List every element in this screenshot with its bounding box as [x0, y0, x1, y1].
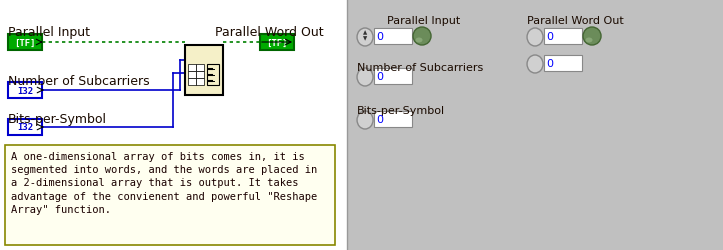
Text: Bits-per-Symbol: Bits-per-Symbol — [8, 112, 107, 126]
Ellipse shape — [527, 56, 543, 74]
Text: A one-dimensional array of bits comes in, it is
segmented into words, and the wo: A one-dimensional array of bits comes in… — [11, 152, 317, 214]
Bar — [188, 72, 196, 79]
Text: Number of Subcarriers: Number of Subcarriers — [357, 63, 483, 73]
Text: 0: 0 — [546, 59, 553, 69]
Ellipse shape — [357, 29, 373, 47]
Ellipse shape — [357, 69, 373, 87]
Bar — [544, 29, 582, 45]
Ellipse shape — [586, 38, 593, 43]
Text: Parallel Input: Parallel Input — [387, 16, 461, 26]
Bar — [347, 0, 723, 250]
Bar — [196, 72, 204, 79]
Bar — [8, 35, 42, 51]
Bar — [374, 112, 412, 128]
Bar — [188, 65, 196, 72]
Bar — [374, 29, 412, 45]
Bar — [185, 46, 223, 96]
Text: 0: 0 — [376, 32, 383, 42]
Ellipse shape — [416, 38, 422, 43]
Ellipse shape — [527, 29, 543, 47]
Text: Parallel Word Out: Parallel Word Out — [215, 26, 324, 39]
Bar — [196, 79, 204, 86]
Bar — [188, 79, 196, 86]
Text: 0: 0 — [376, 114, 383, 124]
Circle shape — [583, 28, 601, 46]
Text: ▲
▼: ▲ ▼ — [363, 30, 367, 41]
Text: I32: I32 — [17, 123, 33, 132]
Bar — [260, 35, 294, 51]
Bar — [544, 56, 582, 72]
Bar — [196, 65, 204, 72]
Bar — [5, 146, 335, 245]
Text: [TF]: [TF] — [266, 38, 288, 47]
Bar — [0, 0, 347, 250]
Text: Bits-per-Symbol: Bits-per-Symbol — [357, 106, 445, 116]
Circle shape — [413, 28, 431, 46]
Bar — [374, 69, 412, 85]
Text: Parallel Input: Parallel Input — [8, 26, 90, 39]
Bar — [8, 83, 42, 98]
Text: [TF]: [TF] — [14, 38, 35, 47]
Bar — [207, 65, 219, 86]
Ellipse shape — [357, 112, 373, 130]
Text: I32: I32 — [17, 86, 33, 95]
Text: 0: 0 — [546, 32, 553, 42]
Text: Number of Subcarriers: Number of Subcarriers — [8, 75, 150, 88]
Text: 0: 0 — [376, 72, 383, 82]
Text: Parallel Word Out: Parallel Word Out — [527, 16, 624, 26]
Bar — [8, 120, 42, 136]
